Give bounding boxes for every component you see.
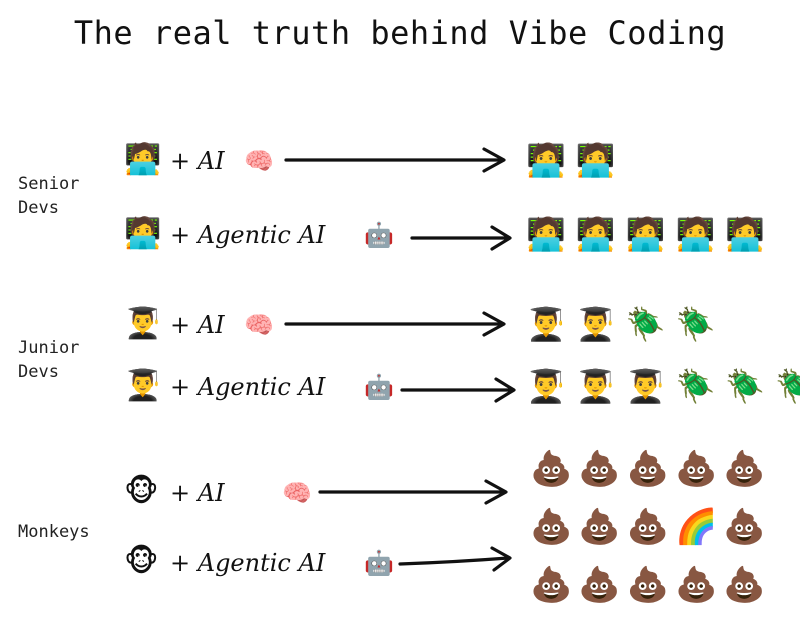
group-label-monkeys: Monkeys xyxy=(18,522,90,542)
arrow-icon xyxy=(318,479,508,505)
arrow-icon xyxy=(284,147,506,173)
robot-icon: 🤖 xyxy=(364,373,394,401)
row-monkeys-agentic-ai: 🐵 + Agentic AI 🤖 xyxy=(0,540,800,584)
poop-outcomes-grid: 💩💩💩💩💩 💩💩💩🌈💩 💩💩💩💩💩 xyxy=(530,440,792,614)
senior-dev-icon: 🧑‍💻 xyxy=(124,142,162,177)
group-label-junior-devs: Junior Devs xyxy=(18,338,80,382)
arrow-icon xyxy=(400,377,516,403)
poop-row: 💩💩💩💩💩 xyxy=(530,565,772,605)
brain-icon: 🧠 xyxy=(244,311,274,339)
formula-label: + Agentic AI xyxy=(170,373,326,401)
formula-label: + AI xyxy=(170,147,225,175)
row-junior-agentic-ai: 👨‍🎓 + Agentic AI 🤖 👨‍🎓👨‍🎓👨‍🎓🪲🪲🪲 xyxy=(0,364,800,408)
robot-icon: 🤖 xyxy=(364,549,394,577)
row-monkeys-ai: 🐵 + AI 🧠 xyxy=(0,470,800,514)
poop-row: 💩💩💩💩💩 xyxy=(530,449,772,489)
brain-icon: 🧠 xyxy=(282,479,312,507)
junior-dev-icon: 👨‍🎓 xyxy=(124,306,162,341)
row-senior-agentic-ai: 🧑‍💻 + Agentic AI 🤖 🧑‍💻🧑‍💻🧑‍💻🧑‍💻🧑‍💻 xyxy=(0,212,800,256)
formula-label: + Agentic AI xyxy=(170,221,326,249)
formula-label: + AI xyxy=(170,311,225,339)
senior-dev-icon: 🧑‍💻 xyxy=(124,216,162,251)
outcome-icons: 👨‍🎓👨‍🎓🪲🪲 xyxy=(526,305,726,343)
brain-icon: 🧠 xyxy=(244,147,274,175)
arrow-icon xyxy=(284,311,506,337)
page-title: The real truth behind Vibe Coding xyxy=(73,14,727,52)
monkey-icon: 🐵 xyxy=(124,544,159,579)
outcome-icons: 🧑‍💻🧑‍💻🧑‍💻🧑‍💻🧑‍💻 xyxy=(526,215,776,253)
arrow-icon xyxy=(410,225,512,251)
formula-label: + AI xyxy=(170,479,225,507)
monkey-icon: 🐵 xyxy=(124,474,159,509)
outcome-icons: 🧑‍💻🧑‍💻 xyxy=(526,141,626,179)
row-junior-ai: 👨‍🎓 + AI 🧠 👨‍🎓👨‍🎓🪲🪲 xyxy=(0,302,800,346)
outcome-icons: 👨‍🎓👨‍🎓👨‍🎓🪲🪲🪲 xyxy=(526,367,800,405)
poop-row: 💩💩💩🌈💩 xyxy=(530,507,772,547)
formula-label: + Agentic AI xyxy=(170,549,326,577)
junior-dev-icon: 👨‍🎓 xyxy=(124,368,162,403)
row-senior-ai: 🧑‍💻 + AI 🧠 🧑‍💻🧑‍💻 xyxy=(0,138,800,182)
arrow-icon xyxy=(398,546,512,572)
group-label-senior-devs: Senior Devs xyxy=(18,174,80,218)
robot-icon: 🤖 xyxy=(364,221,394,249)
